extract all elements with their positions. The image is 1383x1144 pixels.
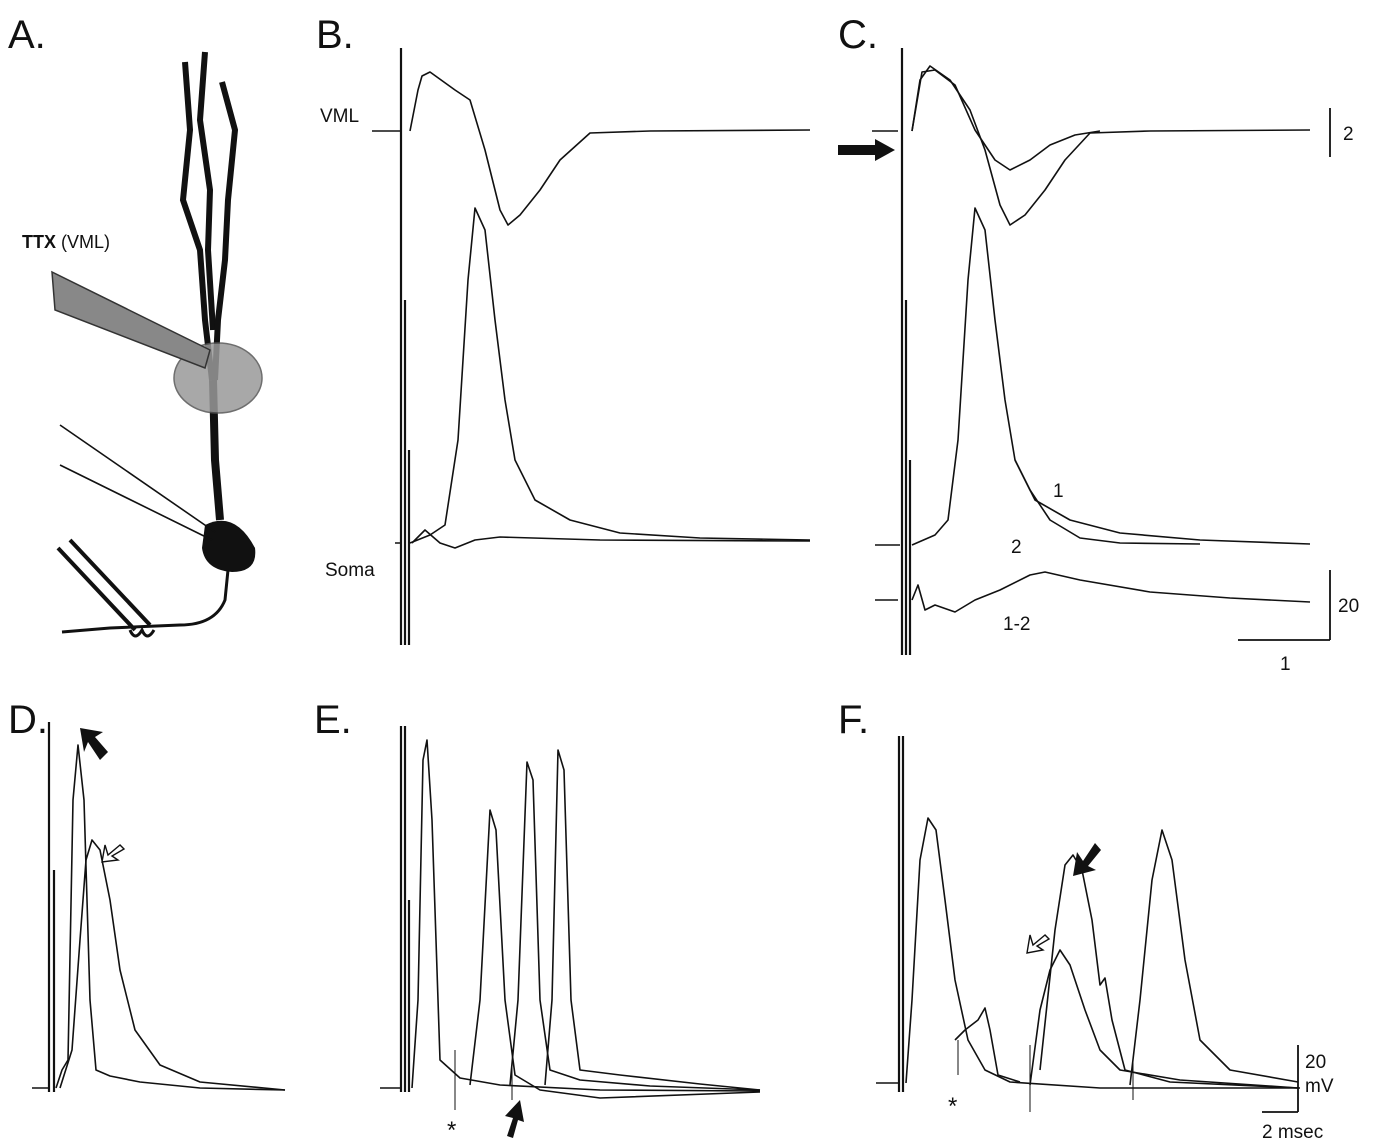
drug-label: TTX (VML)	[22, 232, 110, 252]
scale-unit: mV	[1305, 1076, 1334, 1097]
panel-label: C.	[838, 13, 878, 57]
panel-b-traces: VML Soma	[320, 48, 811, 645]
panel-label: A.	[8, 13, 46, 57]
trace-label: 1	[1053, 481, 1064, 502]
scale-label: 20	[1305, 1052, 1326, 1073]
drug: TTX	[22, 232, 56, 252]
trace-label: VML	[320, 106, 359, 127]
panel-label: D.	[8, 698, 48, 742]
marker: *	[948, 1093, 957, 1120]
trace-label: 2	[1011, 537, 1022, 558]
panel-label: B.	[316, 13, 354, 57]
site: (VML)	[61, 232, 110, 252]
neuron-diagram: TTX (VML)	[22, 51, 263, 638]
trace-label: Soma	[325, 560, 375, 581]
panel-d-traces	[32, 722, 286, 1092]
marker: *	[447, 1117, 456, 1144]
trace-label: 1-2	[1003, 614, 1030, 635]
panel-f-traces: * 20 mV 2 msec	[876, 736, 1334, 1143]
panel-e-traces: *	[380, 726, 761, 1144]
panel-c-traces: 2 1 2 1-2 20 1	[838, 48, 1359, 675]
scale-label: 1	[1280, 654, 1291, 675]
scale-label: 2	[1343, 124, 1354, 145]
panel-label: E.	[314, 698, 352, 742]
scale-label: 2 msec	[1262, 1122, 1323, 1143]
scale-label: 20	[1338, 596, 1359, 617]
panel-label: F.	[838, 698, 869, 742]
